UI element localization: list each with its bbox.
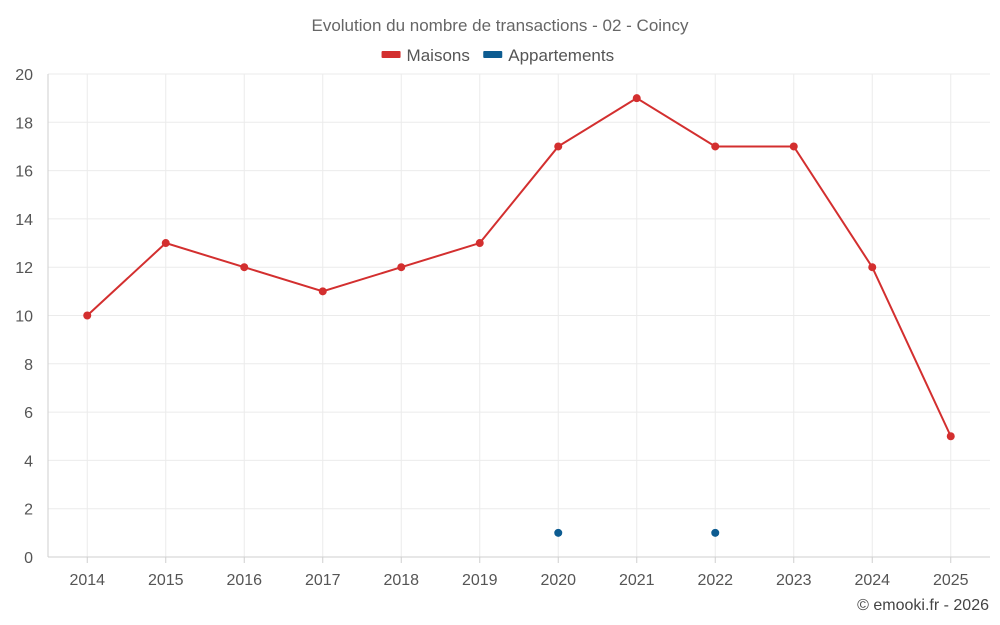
x-tick-label: 2022 [697, 572, 733, 589]
legend-label-appartements[interactable]: Appartements [508, 46, 614, 65]
data-point-appartements[interactable] [711, 528, 720, 537]
data-point-maisons[interactable] [946, 432, 955, 441]
x-tick-label: 2023 [776, 572, 812, 589]
y-tick-label: 16 [15, 164, 33, 181]
x-tick-label: 2018 [383, 572, 419, 589]
y-tick-label: 12 [15, 260, 33, 277]
series-line-maisons [86, 96, 952, 437]
y-tick-label: 10 [15, 309, 33, 326]
y-tick-label: 6 [24, 405, 33, 422]
data-point-maisons[interactable] [83, 311, 92, 320]
y-tick-label: 8 [24, 357, 33, 374]
y-tick-label: 4 [24, 453, 33, 470]
y-tick-label: 2 [24, 502, 33, 519]
data-point-maisons[interactable] [161, 239, 170, 248]
legend-label-maisons[interactable]: Maisons [407, 46, 470, 65]
grid [48, 73, 990, 558]
x-tick-label: 2015 [148, 572, 184, 589]
data-point-maisons[interactable] [318, 287, 327, 296]
data-point-maisons[interactable] [789, 142, 798, 151]
data-point-maisons[interactable] [397, 263, 406, 272]
x-tick-label: 2025 [933, 572, 969, 589]
x-tick-label: 2020 [540, 572, 576, 589]
data-point-maisons[interactable] [554, 142, 563, 151]
y-tick-label: 14 [15, 212, 33, 229]
legend-swatch-maisons [381, 51, 401, 58]
series-layer [83, 94, 955, 537]
x-tick-label: 2017 [305, 572, 341, 589]
credit-text: © emooki.fr - 2026 [857, 597, 989, 614]
data-point-appartements[interactable] [554, 528, 563, 537]
legend-swatch-appartements [483, 51, 503, 58]
y-tick-label: 0 [24, 550, 33, 567]
x-tick-label: 2014 [69, 572, 105, 589]
data-point-maisons[interactable] [868, 263, 877, 272]
x-tick-label: 2016 [226, 572, 262, 589]
data-point-maisons[interactable] [475, 239, 484, 248]
legend: Maisons Appartements [381, 46, 614, 65]
x-tick-label: 2024 [854, 572, 890, 589]
y-tick-label: 18 [15, 115, 33, 132]
data-point-maisons[interactable] [632, 94, 641, 103]
chart-title: Evolution du nombre de transactions - 02… [311, 16, 689, 35]
x-tick-label: 2021 [619, 572, 655, 589]
data-point-maisons[interactable] [711, 142, 720, 151]
data-point-maisons[interactable] [240, 263, 249, 272]
y-tick-label: 20 [15, 67, 33, 84]
axes: 0 2 4 6 8 10 12 14 16 18 20 2014 2015 2016 2017 2018 201… [15, 67, 990, 589]
x-tick-label: 2019 [462, 572, 498, 589]
